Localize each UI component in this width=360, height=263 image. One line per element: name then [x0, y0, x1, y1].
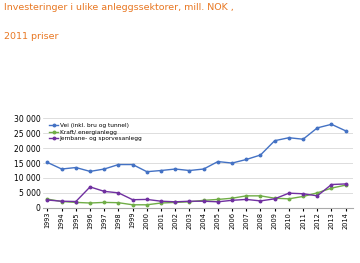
Vei (inkl. bru og tunnel) — [59, 168, 64, 171]
Jernbane- og sporvesanlegg — [102, 190, 107, 193]
Jernbane- og sporvesanlegg — [45, 199, 50, 202]
Vei (inkl. bru og tunnel) — [74, 166, 78, 169]
Kraft/ energianlegg — [59, 200, 64, 203]
Line: Kraft/ energianlegg: Kraft/ energianlegg — [46, 184, 347, 206]
Jernbane- og sporvesanlegg — [343, 182, 348, 185]
Kraft/ energianlegg — [131, 203, 135, 206]
Jernbane- og sporvesanlegg — [116, 191, 121, 194]
Kraft/ energianlegg — [187, 200, 192, 203]
Kraft/ energianlegg — [273, 197, 277, 200]
Vei (inkl. bru og tunnel) — [301, 138, 305, 141]
Jernbane- og sporvesanlegg — [315, 194, 319, 198]
Jernbane- og sporvesanlegg — [301, 192, 305, 195]
Vei (inkl. bru og tunnel) — [173, 168, 177, 171]
Vei (inkl. bru og tunnel) — [216, 160, 220, 163]
Jernbane- og sporvesanlegg — [131, 198, 135, 201]
Vei (inkl. bru og tunnel) — [202, 168, 206, 171]
Kraft/ energianlegg — [74, 201, 78, 204]
Vei (inkl. bru og tunnel) — [230, 161, 234, 165]
Text: 2011 priser: 2011 priser — [4, 32, 58, 41]
Vei (inkl. bru og tunnel) — [159, 169, 163, 172]
Jernbane- og sporvesanlegg — [273, 197, 277, 200]
Kraft/ energianlegg — [102, 201, 107, 204]
Kraft/ energianlegg — [88, 201, 92, 205]
Kraft/ energianlegg — [301, 195, 305, 198]
Jernbane- og sporvesanlegg — [59, 200, 64, 203]
Jernbane- og sporvesanlegg — [202, 200, 206, 203]
Kraft/ energianlegg — [329, 186, 334, 190]
Kraft/ energianlegg — [173, 201, 177, 204]
Jernbane- og sporvesanlegg — [173, 200, 177, 203]
Kraft/ energianlegg — [244, 194, 248, 198]
Text: Investeringer i ulike anleggssektorer, mill. NOK ,: Investeringer i ulike anleggssektorer, m… — [4, 3, 233, 12]
Kraft/ energianlegg — [159, 201, 163, 205]
Vei (inkl. bru og tunnel) — [343, 129, 348, 133]
Kraft/ energianlegg — [287, 197, 291, 200]
Kraft/ energianlegg — [230, 197, 234, 200]
Vei (inkl. bru og tunnel) — [102, 168, 107, 171]
Kraft/ energianlegg — [145, 203, 149, 206]
Jernbane- og sporvesanlegg — [287, 191, 291, 195]
Vei (inkl. bru og tunnel) — [131, 163, 135, 166]
Vei (inkl. bru og tunnel) — [244, 158, 248, 161]
Vei (inkl. bru og tunnel) — [187, 169, 192, 172]
Jernbane- og sporvesanlegg — [329, 183, 334, 186]
Jernbane- og sporvesanlegg — [145, 198, 149, 201]
Kraft/ energianlegg — [202, 199, 206, 202]
Jernbane- og sporvesanlegg — [216, 200, 220, 203]
Kraft/ energianlegg — [116, 201, 121, 204]
Line: Vei (inkl. bru og tunnel): Vei (inkl. bru og tunnel) — [46, 123, 347, 173]
Kraft/ energianlegg — [315, 191, 319, 194]
Line: Jernbane- og sporvesanlegg: Jernbane- og sporvesanlegg — [46, 183, 347, 203]
Kraft/ energianlegg — [45, 198, 50, 201]
Vei (inkl. bru og tunnel) — [88, 170, 92, 173]
Kraft/ energianlegg — [258, 194, 263, 198]
Vei (inkl. bru og tunnel) — [273, 139, 277, 142]
Kraft/ energianlegg — [216, 198, 220, 201]
Jernbane- og sporvesanlegg — [244, 198, 248, 201]
Vei (inkl. bru og tunnel) — [287, 136, 291, 139]
Legend: Vei (inkl. bru og tunnel), Kraft/ energianlegg, Jernbane- og sporvesanlegg: Vei (inkl. bru og tunnel), Kraft/ energi… — [49, 123, 143, 141]
Jernbane- og sporvesanlegg — [230, 199, 234, 202]
Kraft/ energianlegg — [343, 184, 348, 187]
Jernbane- og sporvesanlegg — [159, 200, 163, 203]
Vei (inkl. bru og tunnel) — [145, 170, 149, 173]
Vei (inkl. bru og tunnel) — [315, 126, 319, 129]
Jernbane- og sporvesanlegg — [74, 200, 78, 203]
Jernbane- og sporvesanlegg — [187, 200, 192, 203]
Jernbane- og sporvesanlegg — [88, 185, 92, 189]
Vei (inkl. bru og tunnel) — [258, 153, 263, 156]
Vei (inkl. bru og tunnel) — [116, 163, 121, 166]
Jernbane- og sporvesanlegg — [258, 199, 263, 203]
Vei (inkl. bru og tunnel) — [45, 161, 50, 164]
Vei (inkl. bru og tunnel) — [329, 123, 334, 126]
